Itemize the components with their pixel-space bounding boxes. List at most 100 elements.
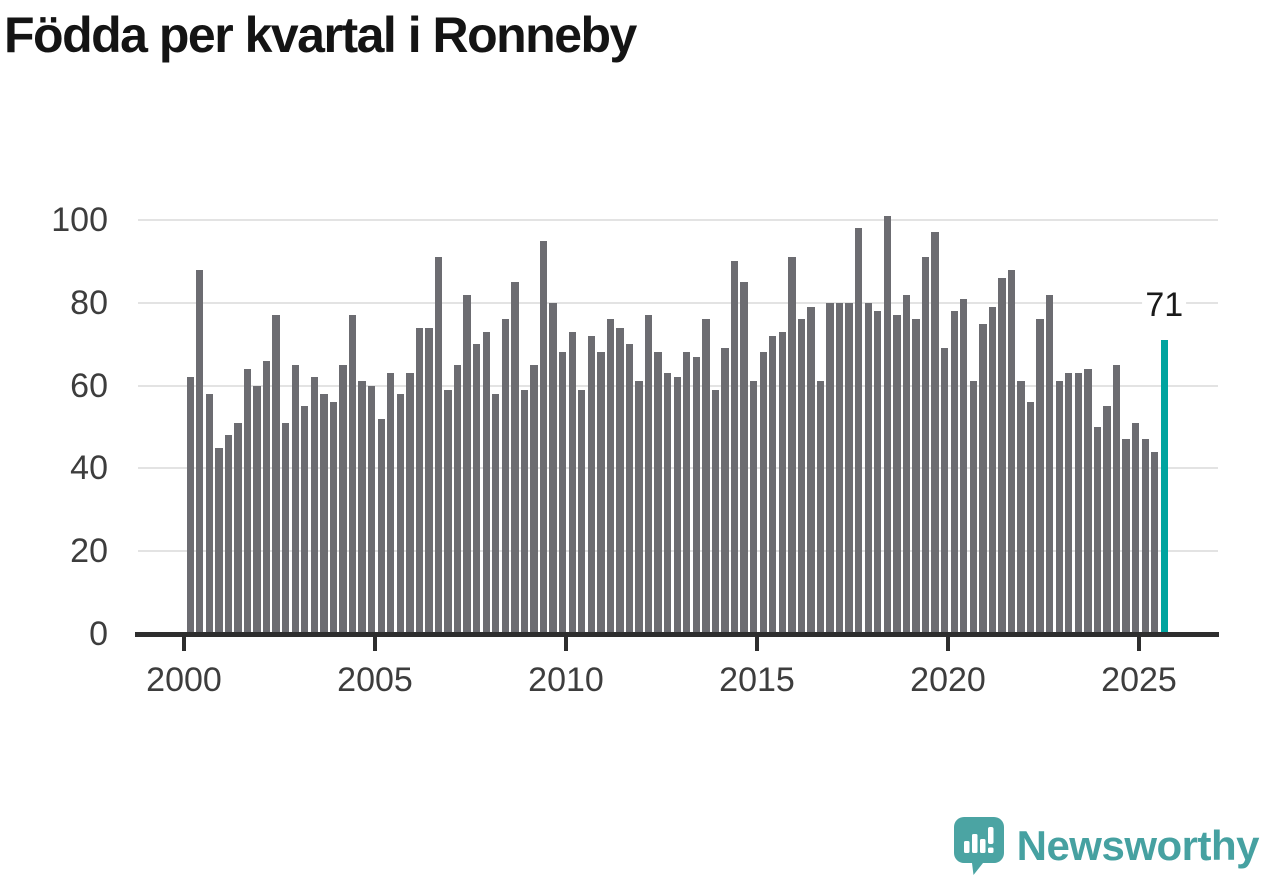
bar	[348, 315, 357, 634]
bar	[415, 327, 424, 634]
bar	[1131, 422, 1140, 634]
bar	[749, 381, 758, 634]
bar	[1112, 364, 1121, 634]
bar	[740, 282, 748, 634]
bar	[568, 331, 576, 634]
newsworthy-logo-icon	[953, 817, 1004, 875]
bar	[845, 302, 853, 634]
bar	[1093, 427, 1102, 634]
bar	[196, 269, 204, 634]
bar	[1046, 294, 1054, 634]
chart-title: Födda per kvartal i Ronneby	[4, 7, 637, 63]
bar	[262, 360, 271, 634]
highlight-bar	[1160, 340, 1168, 634]
x-axis-tick	[946, 636, 950, 651]
bar	[578, 389, 586, 634]
bar	[396, 393, 404, 634]
bar	[425, 327, 433, 634]
bar	[367, 385, 376, 634]
bar	[807, 306, 815, 634]
bar	[664, 373, 672, 634]
bar	[921, 257, 930, 634]
bar	[940, 348, 949, 634]
y-axis-label: 40	[70, 449, 108, 488]
bar	[520, 389, 529, 634]
bar	[387, 373, 395, 634]
bar	[310, 377, 319, 634]
bar	[625, 344, 634, 634]
bar	[291, 364, 299, 634]
gridline	[138, 301, 1218, 304]
bar	[339, 364, 347, 634]
bar	[463, 294, 471, 634]
bar	[301, 406, 309, 634]
bar	[234, 422, 242, 634]
bar	[501, 319, 510, 634]
y-axis-label: 60	[70, 366, 108, 405]
bar	[597, 352, 605, 634]
bar	[1007, 269, 1016, 634]
bar	[253, 385, 261, 634]
bar	[1026, 402, 1035, 634]
bar	[816, 381, 825, 634]
x-axis-tick	[1137, 636, 1141, 651]
bar	[1065, 373, 1073, 634]
bar	[530, 364, 538, 634]
bar	[635, 381, 643, 634]
bar	[883, 215, 892, 634]
bar	[616, 327, 624, 634]
bar	[797, 319, 806, 634]
bar	[835, 302, 844, 634]
bar	[874, 311, 882, 634]
x-axis-tick	[755, 636, 759, 651]
bar	[692, 356, 701, 634]
bar	[511, 282, 519, 634]
bar	[902, 294, 911, 634]
bar	[788, 257, 796, 634]
x-axis-label: 2025	[1101, 661, 1177, 699]
bar	[759, 352, 767, 634]
bar	[558, 352, 567, 634]
bar	[320, 393, 328, 634]
y-axis-label: 20	[70, 532, 108, 571]
bar	[282, 422, 290, 634]
bar	[654, 352, 662, 634]
bar	[492, 393, 500, 634]
bar	[644, 315, 653, 634]
bar	[1036, 319, 1044, 634]
bar	[711, 389, 720, 634]
bar	[186, 377, 194, 634]
bar	[482, 331, 490, 634]
x-axis-label: 2005	[337, 661, 413, 699]
bar	[1084, 369, 1092, 634]
bar	[329, 402, 338, 634]
bar	[539, 240, 548, 634]
bar	[893, 315, 901, 634]
bar	[721, 348, 729, 634]
bar	[1055, 381, 1063, 634]
y-axis-label: 100	[51, 201, 108, 239]
bar	[377, 418, 385, 634]
x-axis-label: 2015	[719, 661, 795, 699]
x-axis-tick	[564, 636, 568, 651]
bar	[1122, 439, 1130, 634]
x-axis-tick	[182, 636, 186, 651]
bar	[444, 389, 452, 634]
bar	[988, 306, 997, 634]
bar	[673, 377, 681, 634]
bar	[1103, 406, 1111, 634]
bar	[243, 369, 252, 634]
x-axis-line	[135, 632, 1219, 637]
bar	[931, 232, 939, 634]
bar-value-label: 71	[1142, 288, 1187, 323]
newsworthy-logo: Newsworthy	[953, 816, 1260, 876]
bar	[587, 335, 595, 634]
bar	[912, 319, 920, 634]
bar	[549, 302, 557, 634]
bar	[205, 393, 213, 634]
gridline	[138, 219, 1218, 221]
bar	[702, 319, 710, 634]
bar	[1141, 439, 1149, 634]
x-axis-tick	[373, 636, 377, 651]
x-axis-label: 2020	[910, 661, 986, 699]
